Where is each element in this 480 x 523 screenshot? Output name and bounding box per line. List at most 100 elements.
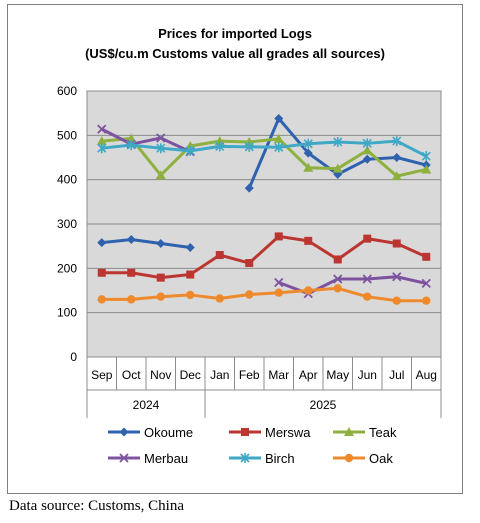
okoume-point xyxy=(156,239,166,249)
series-layer xyxy=(96,113,432,305)
y-tick-label: 300 xyxy=(57,217,77,231)
x-tick-label: Dec xyxy=(180,368,201,382)
oak-point xyxy=(186,290,195,300)
birch-point xyxy=(244,141,254,152)
okoume-point xyxy=(303,148,313,158)
legend-marker-merbau xyxy=(119,453,129,463)
merswa-point xyxy=(392,239,401,248)
merbau-point xyxy=(392,272,402,282)
birch-point xyxy=(421,151,431,162)
birch-point xyxy=(97,143,107,154)
birch-point xyxy=(333,136,343,147)
series-merswa xyxy=(97,232,431,282)
teak-point xyxy=(273,133,284,143)
x-tick-label: Jul xyxy=(389,368,404,382)
legend-marker-oak xyxy=(344,453,354,463)
y-tick-label: 600 xyxy=(57,84,77,98)
chart-subtitle: (US$/cu.m Customs value all grades all s… xyxy=(85,46,385,61)
chart-frame: Prices for imported Logs (US$/cu.m Custo… xyxy=(7,4,463,494)
merswa-point xyxy=(363,234,372,243)
birch-point xyxy=(392,136,402,147)
x-axis: Sep Oct Nov Dec Jan Feb Mar Apr May Jun Jul Aug 2024… xyxy=(86,357,442,418)
legend-item-oak: Oak xyxy=(333,451,393,466)
okoume-point xyxy=(185,242,195,252)
okoume-point xyxy=(362,154,372,164)
legend-marker-okoume xyxy=(119,427,129,437)
legend-marker-birch xyxy=(240,453,250,463)
merswa-point xyxy=(97,268,106,277)
teak-point xyxy=(155,170,166,180)
x-tick-label: Oct xyxy=(122,368,141,382)
merbau-point xyxy=(274,277,284,288)
legend-label-merbau: Merbau xyxy=(144,451,188,466)
oak-point xyxy=(333,284,342,293)
legend-label-oak: Oak xyxy=(369,451,393,466)
y-tick-label: 400 xyxy=(57,173,77,187)
birch-point xyxy=(362,138,372,149)
okoume-point xyxy=(97,238,107,248)
oak-point xyxy=(97,295,106,304)
x-tick-label: Sep xyxy=(91,368,113,382)
merswa-point xyxy=(422,252,431,261)
oak-point xyxy=(127,295,136,304)
okoume-line xyxy=(101,238,191,249)
birch-point xyxy=(126,140,136,151)
x-tick-label: Jun xyxy=(358,368,377,382)
x-tick-label: Aug xyxy=(416,368,437,382)
legend-item-okoume: Okoume xyxy=(108,425,193,440)
okoume-point xyxy=(126,235,136,245)
birch-point xyxy=(274,142,284,153)
series-birch xyxy=(97,136,431,162)
oak-point xyxy=(156,292,165,301)
oak-point xyxy=(304,286,313,295)
x-tick-label: May xyxy=(326,368,349,382)
teak-point xyxy=(126,133,137,143)
series-oak xyxy=(97,284,431,305)
merswa-point xyxy=(215,251,224,260)
x-tick-label: Apr xyxy=(299,368,318,382)
oak-point xyxy=(363,292,372,301)
merswa-point xyxy=(245,259,254,268)
legend-item-birch: Birch xyxy=(229,451,295,466)
teak-point xyxy=(391,171,402,181)
legend: Okoume Merswa Teak Merbau Birch Oak xyxy=(108,425,397,466)
merbau-point xyxy=(97,124,107,134)
merswa-point xyxy=(186,270,195,279)
y-tick-label: 200 xyxy=(57,261,77,275)
oak-line xyxy=(101,286,427,303)
merswa-point xyxy=(127,268,136,277)
okoume-point xyxy=(392,153,402,162)
birch-point xyxy=(156,143,166,154)
teak-point xyxy=(332,163,343,173)
oak-point xyxy=(215,294,224,303)
y-tick-label: 0 xyxy=(70,350,77,364)
birch-point xyxy=(303,138,313,149)
teak-point xyxy=(96,136,107,146)
legend-label-merswa: Merswa xyxy=(265,425,311,440)
legend-item-merbau: Merbau xyxy=(108,451,188,466)
teak-point xyxy=(362,145,373,155)
oak-point xyxy=(392,296,401,305)
legend-item-merswa: Merswa xyxy=(229,425,311,440)
x-tick-label: Nov xyxy=(150,368,171,382)
year-group-label: 2025 xyxy=(310,398,337,412)
merbau-point xyxy=(362,274,372,284)
legend-label-birch: Birch xyxy=(265,451,295,466)
y-tick-label: 500 xyxy=(57,128,77,142)
birch-line xyxy=(101,139,427,158)
legend-marker-merswa xyxy=(241,428,249,436)
merswa-point xyxy=(156,273,165,282)
oak-point xyxy=(274,288,283,297)
merswa-point xyxy=(274,232,283,241)
merbau-point xyxy=(421,278,431,289)
teak-line xyxy=(101,136,427,178)
legend-label-okoume: Okoume xyxy=(144,425,193,440)
x-tick-label: Feb xyxy=(239,368,260,382)
legend-item-teak: Teak xyxy=(333,425,397,440)
y-axis: 0 100 200 300 400 500 600 xyxy=(57,84,77,364)
birch-point xyxy=(215,141,225,152)
oak-point xyxy=(422,296,431,305)
y-tick-label: 100 xyxy=(57,306,77,320)
merswa-line xyxy=(101,234,427,280)
year-group-label: 2024 xyxy=(133,398,160,412)
